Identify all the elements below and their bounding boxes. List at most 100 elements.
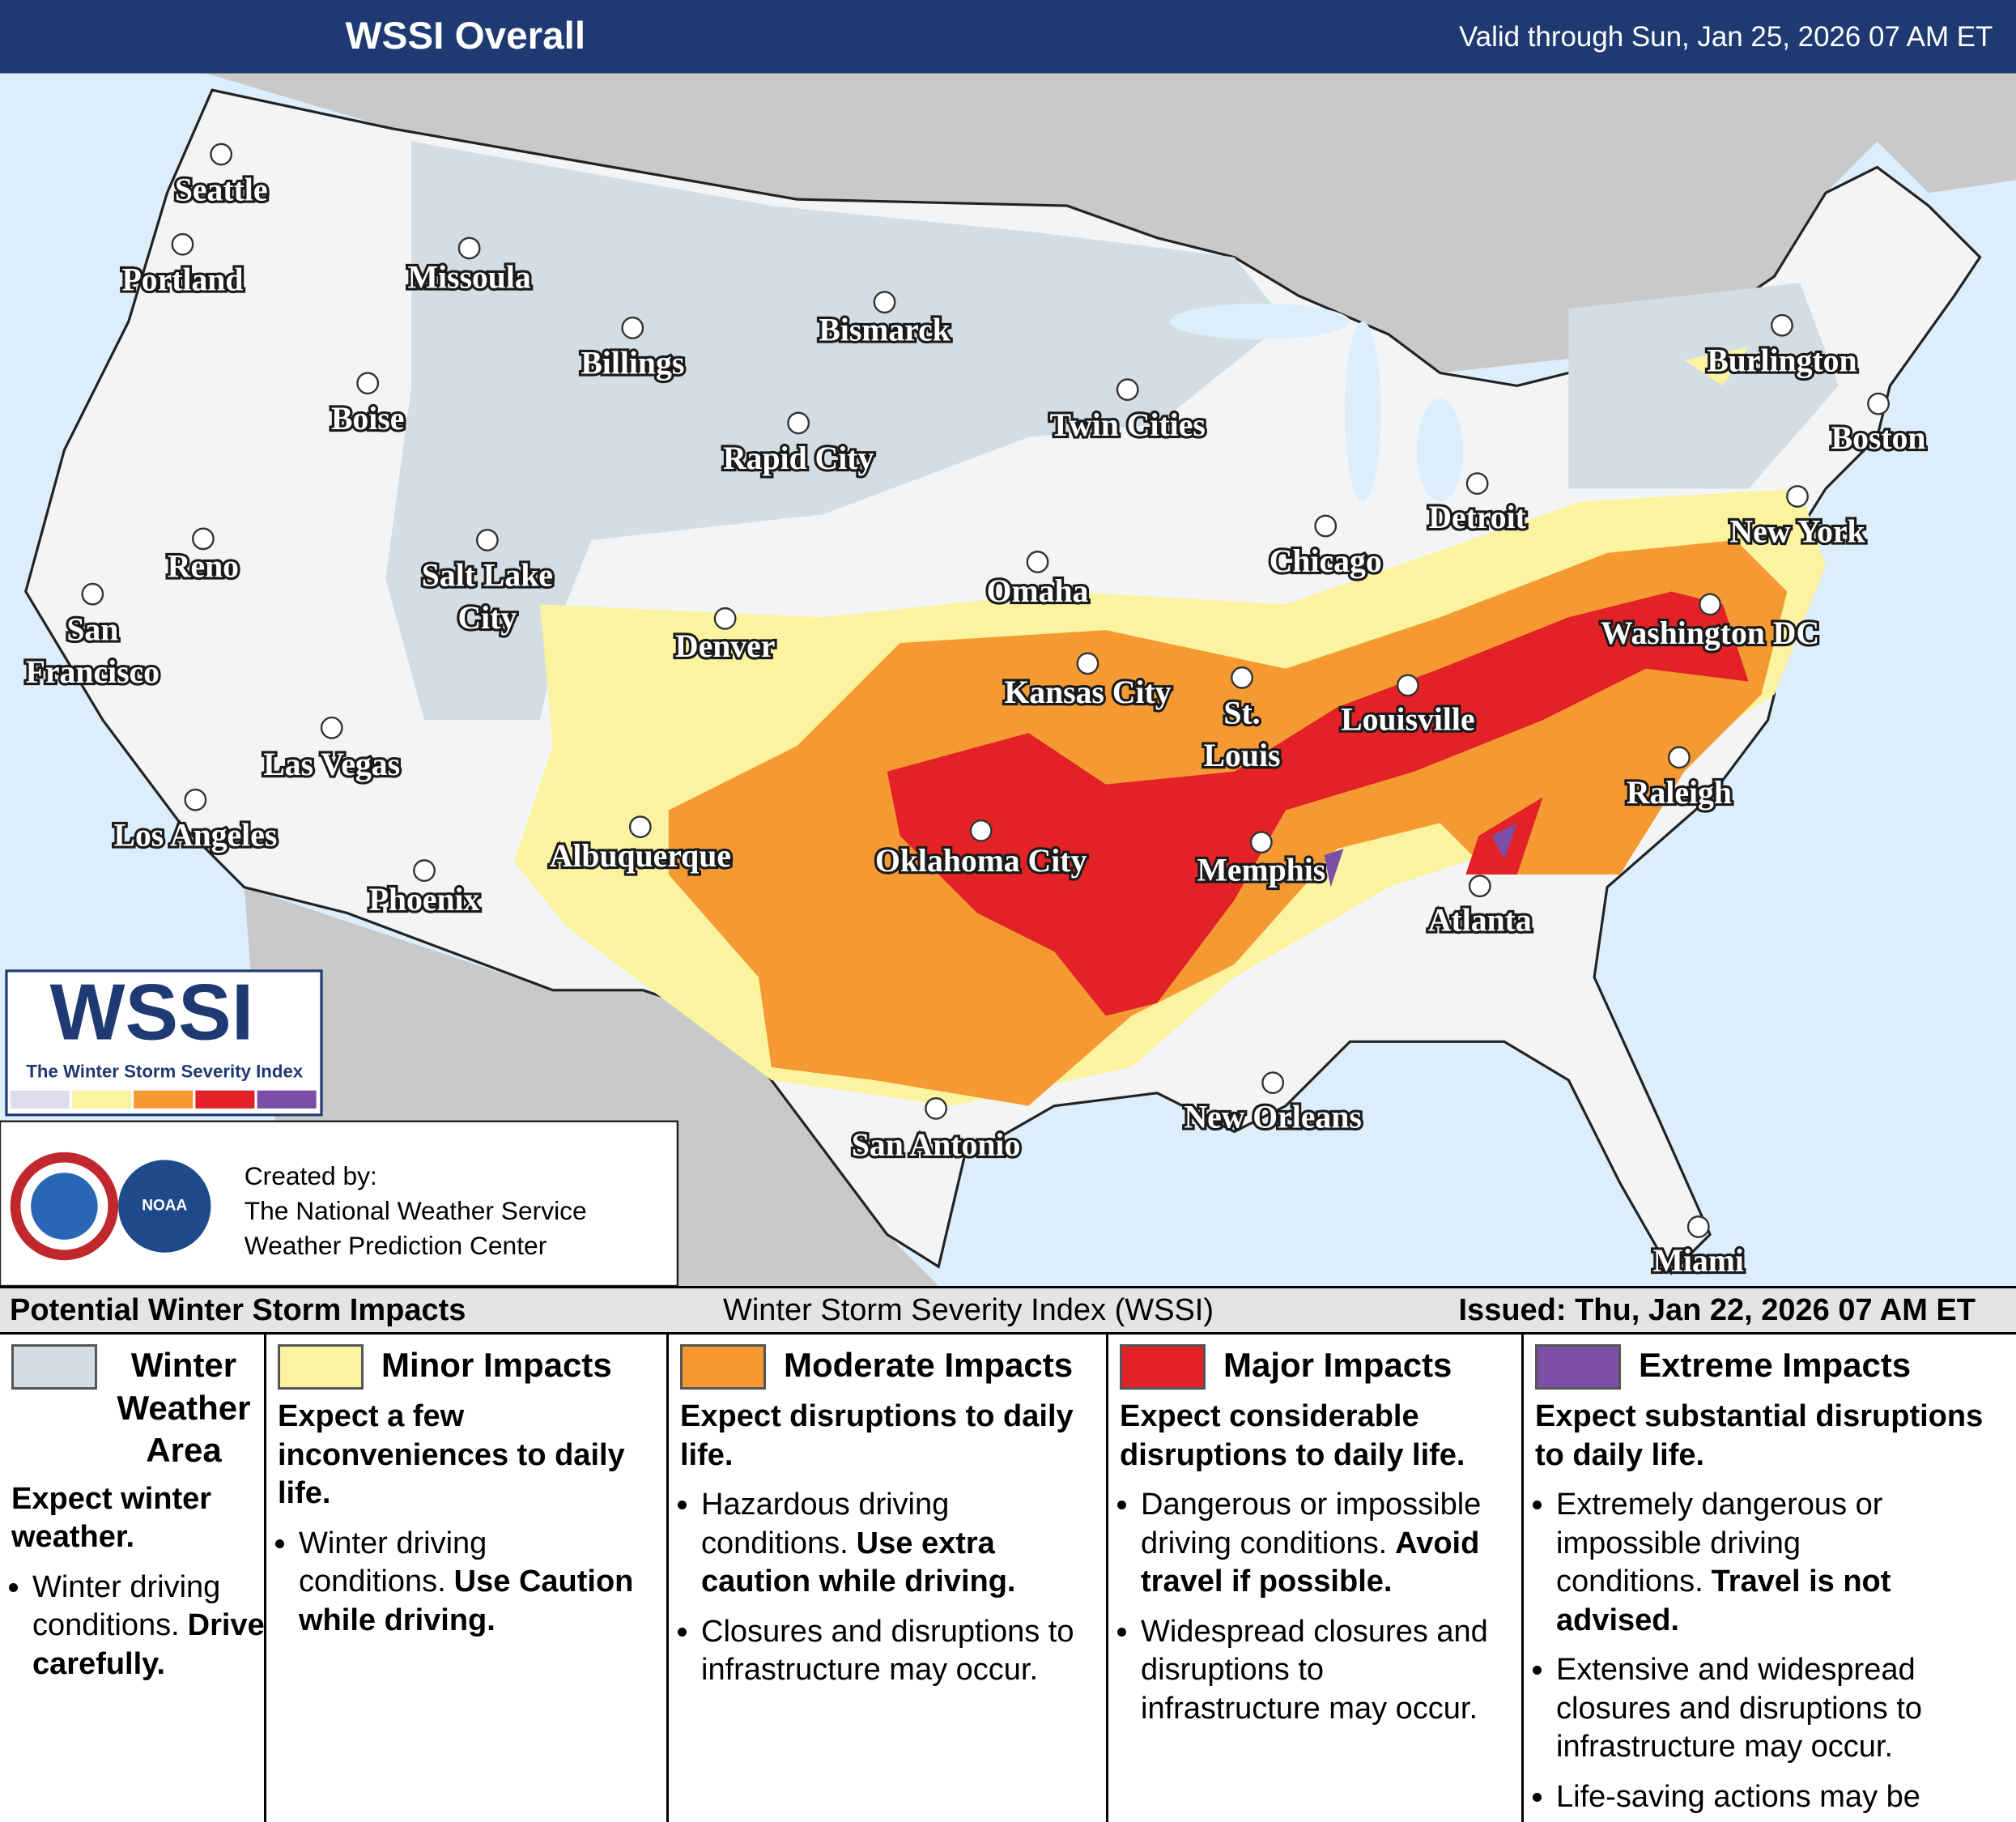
legend-level-name: Moderate Impacts: [784, 1346, 1074, 1384]
city-dot: [969, 819, 993, 842]
city-label: Reno: [168, 549, 239, 585]
legend-bullet: Widespread closures and disruptions to i…: [1141, 1613, 1510, 1729]
map: Seattle Portland Missoula Billings Bismarck B…: [0, 0, 2016, 1286]
city-dot: [413, 859, 436, 882]
city-label: San: [66, 611, 118, 647]
bullet-text: Widespread closures and disruptions to i…: [1141, 1614, 1488, 1726]
logo-color-swatch: [10, 1090, 70, 1109]
legend-index: Winter Storm Severity Index (WSSI): [723, 1293, 1214, 1327]
bullet-text: Extremely dangerous or impossible drivin…: [1556, 1488, 1883, 1599]
legend-bullets: Winter driving conditions.Drive carefull…: [11, 1569, 265, 1684]
city-dot: [1314, 514, 1338, 538]
city-label: Omaha: [987, 573, 1089, 609]
logo-color-swatch: [257, 1090, 317, 1109]
legend-summary: Expect a few inconveniences to daily lif…: [278, 1399, 625, 1510]
legend-bullet: Extensive and widespread closures and di…: [1556, 1651, 2005, 1767]
city-label: New Orleans: [1184, 1099, 1361, 1134]
city-dot: [1867, 392, 1890, 415]
logo-title: WSSI: [50, 968, 254, 1057]
bullet-text: Winter driving conditions.: [299, 1526, 487, 1599]
city-dot: [1231, 666, 1253, 689]
legend-title: Potential Winter Storm Impacts: [10, 1293, 466, 1327]
legend-bullet: Winter driving conditions.Drive carefull…: [32, 1569, 265, 1684]
bullet-text: Closures and disruptions to infrastructu…: [701, 1614, 1074, 1688]
legend-level-name: Extreme Impacts: [1639, 1346, 1912, 1384]
city-dot: [873, 291, 896, 314]
legend-bullet: Extremely dangerous or impossible drivin…: [1556, 1486, 2005, 1640]
logo-subtitle: The Winter Storm Severity Index: [26, 1061, 303, 1081]
bullet-text: Drive carefully.: [32, 1608, 265, 1681]
city-label: Kansas City: [1004, 675, 1171, 710]
city-label: Boston: [1831, 420, 1926, 456]
title: WSSI Overall: [346, 15, 585, 57]
legend-summary: Expect substantial disruptions to daily …: [1535, 1399, 1984, 1472]
valid-time: Valid through Sun, Jan 25, 2026 07 AM ET: [1459, 21, 1993, 53]
credits-text: The National Weather Service: [245, 1196, 587, 1225]
legend-head: Minor Impacts: [278, 1344, 655, 1390]
city-label: Twin Cities: [1050, 407, 1206, 443]
noaa-logo: [118, 1160, 211, 1253]
legend-column: Major Impacts Expect considerable disrupt…: [1108, 1335, 1524, 1822]
legend-bullet: Hazardous driving conditions.Use extra c…: [701, 1486, 1095, 1602]
city-label: Seattle: [175, 172, 268, 207]
city-dot: [192, 527, 215, 551]
lake: [1416, 398, 1464, 502]
impact-zone: [1684, 347, 1749, 386]
bullet-text: Extensive and widespread closures and di…: [1556, 1653, 1923, 1764]
legend-summary: Expect disruptions to daily life.: [680, 1399, 1074, 1472]
legend-head: Moderate Impacts: [680, 1344, 1095, 1390]
impact-zone: [1568, 283, 1839, 489]
city-label: Francisco: [26, 654, 159, 690]
city-label: Billings: [581, 346, 684, 381]
city-dot: [787, 411, 810, 435]
legend-level-name: Major Impacts: [1223, 1346, 1452, 1384]
legend-swatch: [1120, 1344, 1206, 1390]
city-label: Miami: [1653, 1243, 1744, 1279]
city-label: Chicago: [1270, 543, 1382, 579]
city-dot: [457, 236, 481, 260]
legend-bullet: Winter driving conditions.Use Caution wh…: [299, 1525, 655, 1641]
city-dot: [1396, 674, 1419, 697]
city-dot: [1668, 746, 1691, 769]
lake: [1345, 321, 1381, 502]
impact-zone: [1324, 849, 1344, 888]
legend: Potential Winter Storm Impacts Winter St…: [0, 1286, 2016, 1822]
city-label: Missoula: [408, 259, 531, 295]
legend-column: Winter Weather Area Expect winter weather…: [0, 1335, 266, 1822]
legend-head: Winter Weather Area: [11, 1344, 253, 1472]
city-label: Louisville: [1341, 702, 1474, 738]
city-dot: [356, 372, 380, 395]
legend-bullets: Hazardous driving conditions.Use extra c…: [680, 1486, 1095, 1690]
lake: [1170, 303, 1350, 340]
legend-summary: Expect considerable disruptions to daily…: [1120, 1399, 1465, 1472]
city-label: Las Vegas: [263, 747, 400, 782]
legend-bullet: Closures and disruptions to infrastructu…: [701, 1613, 1095, 1690]
city-label: Washington DC: [1601, 615, 1819, 651]
city-label: New York: [1729, 514, 1865, 550]
city-label: Phoenix: [369, 882, 480, 917]
noaa-text: NOAA: [142, 1198, 187, 1215]
city-label: Louis: [1204, 738, 1281, 773]
legend-head: Extreme Impacts: [1535, 1344, 2005, 1390]
city-label: Detroit: [1428, 500, 1526, 535]
legend-swatch: [278, 1344, 364, 1390]
legend-bar: Potential Winter Storm Impacts Winter St…: [0, 1288, 2016, 1335]
city-label: Boise: [331, 401, 404, 436]
bullet-text: Use Caution while driving.: [299, 1564, 634, 1637]
city-label: Denver: [675, 628, 775, 664]
city-dot: [628, 815, 652, 838]
city-label: St.: [1223, 696, 1260, 731]
city-dot: [210, 143, 233, 166]
city-dot: [1026, 551, 1049, 573]
city-label: Raleigh: [1627, 775, 1732, 811]
city-dot: [1699, 593, 1721, 616]
city-label: San Antonio: [852, 1127, 1020, 1163]
legend-swatch: [1535, 1344, 1621, 1390]
bullet-text: Travel is not advised.: [1556, 1564, 1891, 1637]
credits-text: Created by:: [245, 1161, 377, 1190]
city-dot: [713, 607, 737, 630]
legend-head: Major Impacts: [1120, 1344, 1510, 1390]
city-dot: [1076, 652, 1099, 675]
city-label: Albuquerque: [550, 838, 731, 874]
legend-column: Moderate Impacts Expect disruptions to da…: [669, 1335, 1108, 1822]
